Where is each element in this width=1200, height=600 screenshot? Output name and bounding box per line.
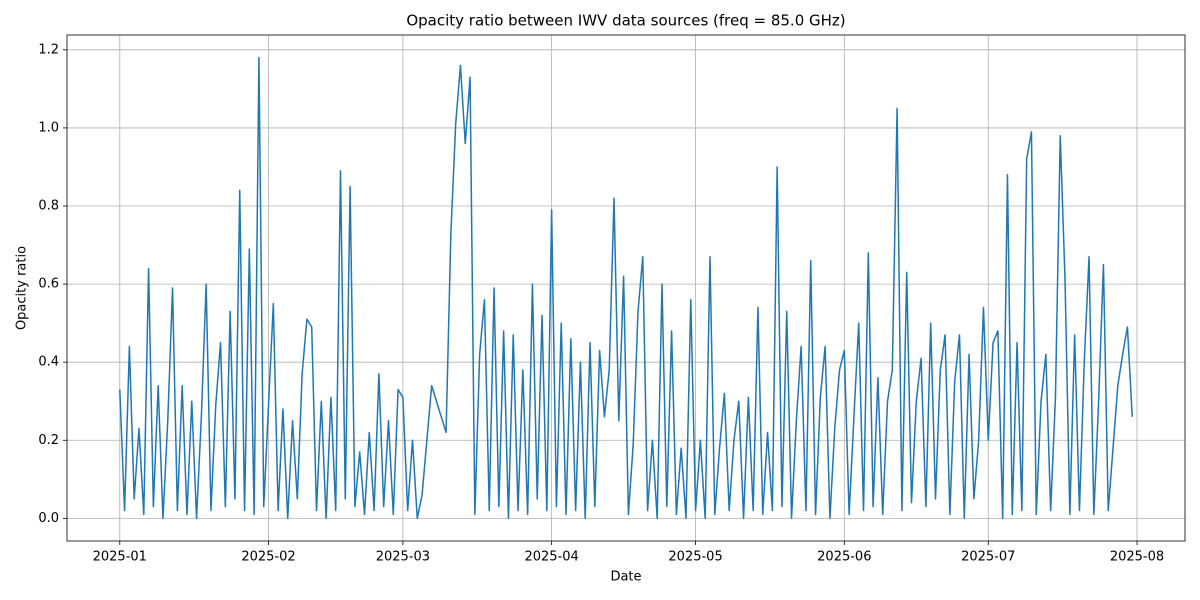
y-tick-label: 0.2 xyxy=(38,433,59,448)
x-tick-label: 2025-05 xyxy=(668,550,722,565)
y-tick-label: 1.0 xyxy=(38,120,59,135)
x-tick-label: 2025-06 xyxy=(817,550,871,565)
x-tick-label: 2025-04 xyxy=(524,550,578,565)
y-tick-label: 0.8 xyxy=(38,199,59,214)
x-tick-label: 2025-03 xyxy=(376,550,430,565)
y-tick-label: 0.0 xyxy=(38,511,59,526)
x-tick-label: 2025-07 xyxy=(961,550,1015,565)
y-tick-label: 1.2 xyxy=(38,42,59,57)
x-tick-label: 2025-01 xyxy=(93,550,147,565)
y-tick-label: 0.4 xyxy=(38,355,59,370)
x-tick-label: 2025-08 xyxy=(1110,550,1164,565)
chart-title: Opacity ratio between IWV data sources (… xyxy=(406,12,845,30)
x-tick-label: 2025-02 xyxy=(241,550,295,565)
plot-frame xyxy=(66,34,1186,542)
x-axis-label: Date xyxy=(610,570,641,585)
y-axis-label: Opacity ratio xyxy=(15,246,30,330)
data-line xyxy=(119,56,1133,520)
y-tick-label: 0.6 xyxy=(38,277,59,292)
